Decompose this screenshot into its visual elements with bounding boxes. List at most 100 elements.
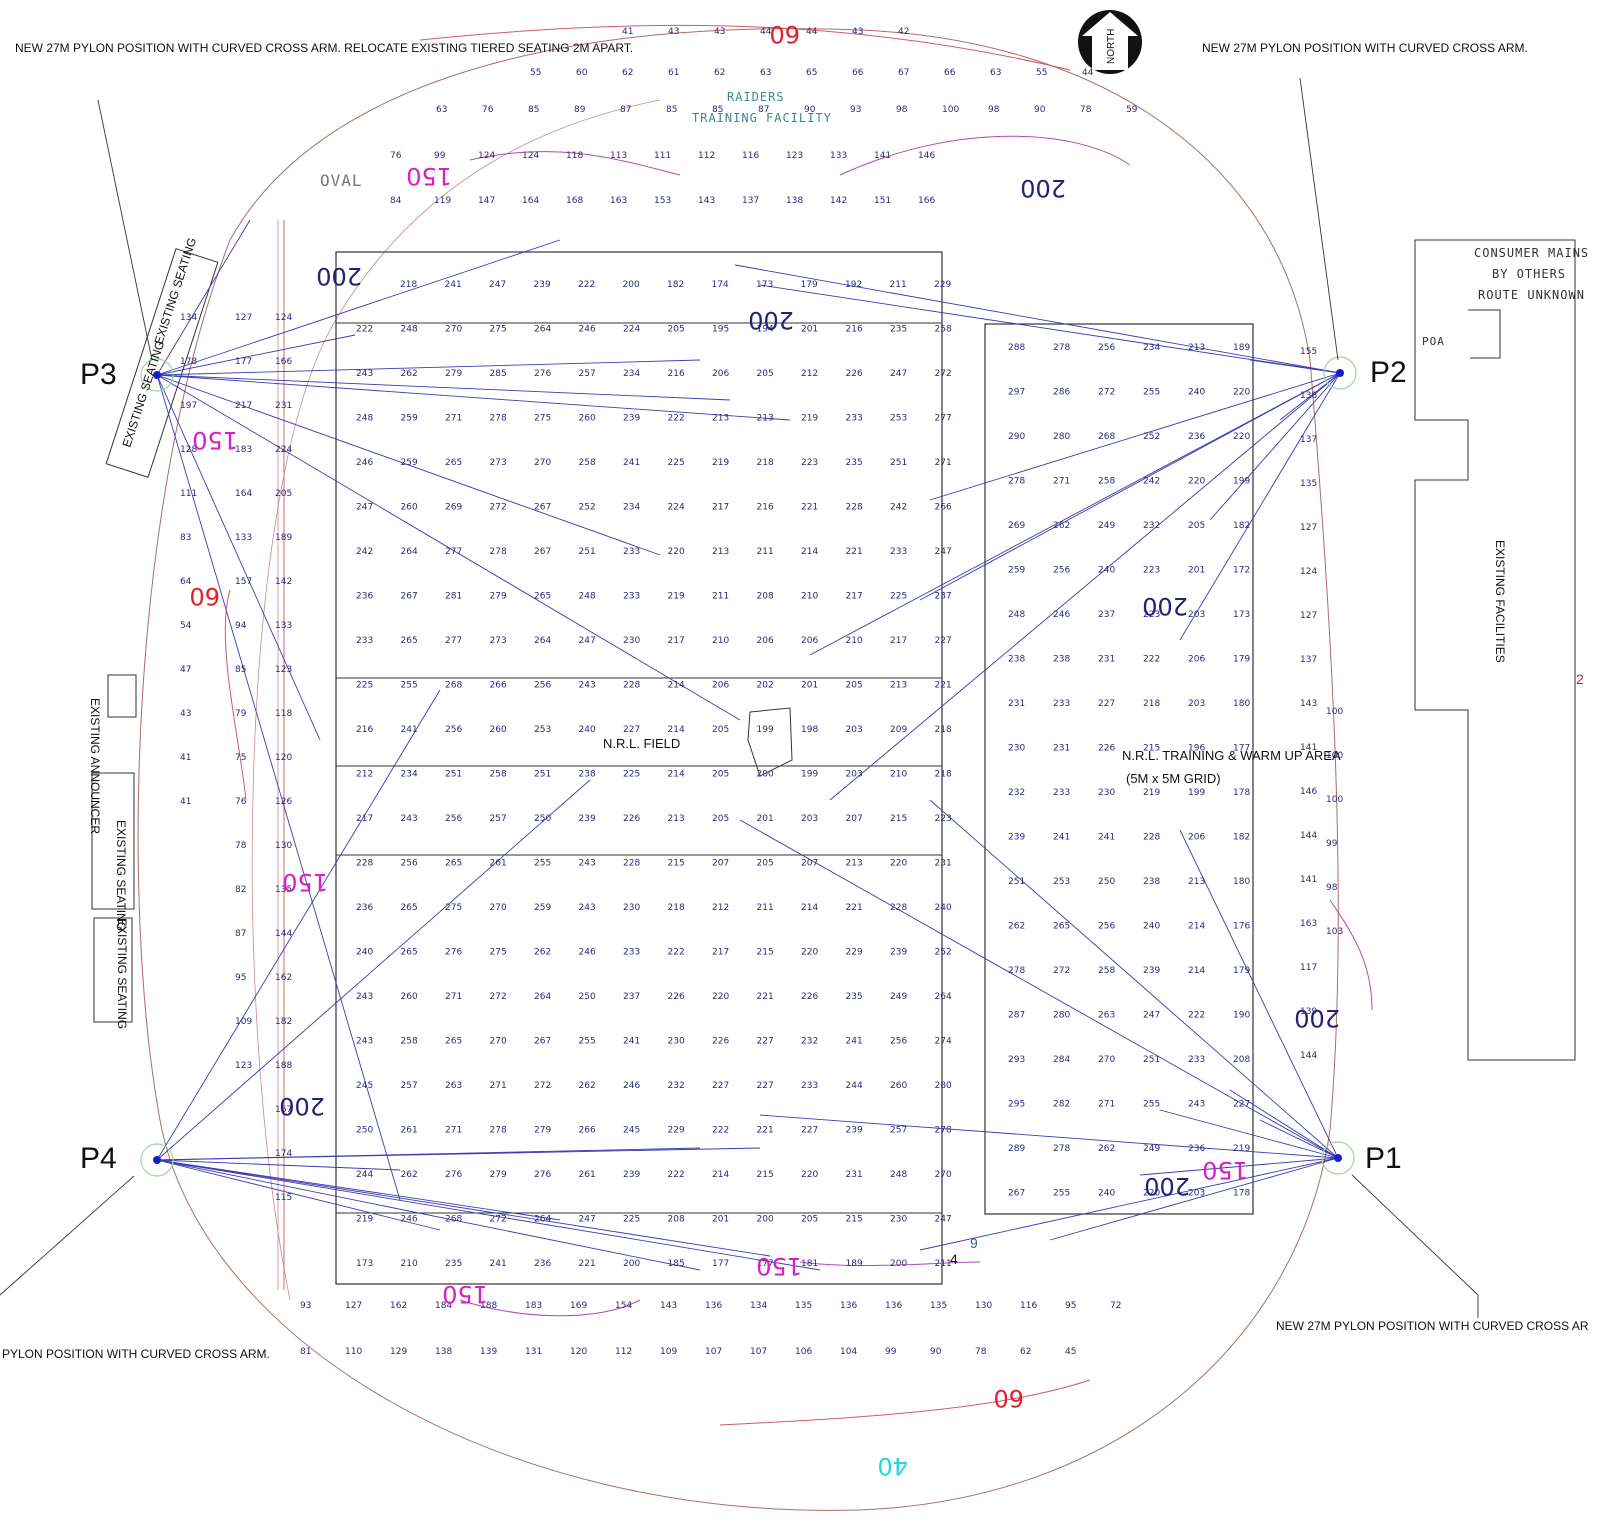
lux-reading-field: 205: [668, 325, 685, 335]
lux-reading-north: 55: [1036, 68, 1047, 78]
lux-reading-training: 182: [1233, 833, 1250, 843]
lux-reading-field: 260: [401, 503, 418, 513]
lux-reading-field: 233: [801, 1081, 818, 1091]
lux-reading-field: 279: [445, 369, 462, 379]
lux-reading-training: 253: [1053, 877, 1070, 887]
lux-reading-field: 232: [801, 1037, 818, 1047]
isolux-label: 150: [442, 1280, 488, 1308]
by-others-label: BY OTHERS: [1492, 267, 1566, 281]
lux-reading-field: 246: [401, 1215, 418, 1225]
lux-reading-field: 239: [579, 814, 596, 824]
lux-reading-training: 258: [1098, 477, 1115, 487]
lux-reading-west: 166: [275, 357, 292, 367]
lux-reading-field: 266: [490, 681, 507, 691]
lux-reading-field: 278: [490, 414, 507, 424]
lux-reading-field: 235: [890, 325, 907, 335]
lux-reading-field: 239: [623, 1170, 640, 1180]
lux-reading-west: 115: [275, 1193, 292, 1203]
lux-reading-field: 201: [757, 814, 774, 824]
lux-reading-west: 120: [275, 753, 292, 763]
lux-reading-training: 227: [1233, 1100, 1250, 1110]
lux-reading-west: 135: [275, 885, 292, 895]
lux-reading-field: 233: [890, 547, 907, 557]
lux-reading-field: 227: [757, 1081, 774, 1091]
lux-reading-west: 87: [235, 929, 246, 939]
lux-reading-west: 128: [180, 445, 197, 455]
lux-reading-training: 180: [1233, 877, 1250, 887]
lux-reading-field: 247: [489, 280, 506, 290]
lux-reading-field: 236: [356, 592, 373, 602]
aiming-line-p3: [156, 239, 561, 376]
aiming-line-p1: [739, 819, 1339, 1159]
lux-reading-field: 240: [356, 948, 373, 958]
lux-reading-training: 258: [1098, 966, 1115, 976]
lux-reading-field: 243: [579, 859, 596, 869]
aiming-line-p2: [1179, 372, 1341, 641]
lux-reading-field: 243: [579, 903, 596, 913]
lux-reading-field: 273: [490, 458, 507, 468]
lux-reading-west: 188: [275, 1061, 292, 1071]
lux-reading-training: 206: [1188, 833, 1205, 843]
lux-reading-field: 207: [846, 814, 863, 824]
lux-reading-field: 271: [490, 1081, 507, 1091]
lux-reading-training: 208: [1233, 1055, 1250, 1065]
lux-reading-field: 217: [356, 814, 373, 824]
lux-reading-field: 209: [890, 725, 907, 735]
aiming-line-p1: [1049, 1157, 1339, 1241]
lux-reading-field: 279: [490, 1170, 507, 1180]
lux-reading-north: 118: [566, 151, 583, 161]
lux-reading-field: 253: [890, 414, 907, 424]
aiming-line-p2: [734, 264, 1341, 374]
lux-reading-field: 248: [890, 1170, 907, 1180]
lux-reading-west: 224: [275, 445, 292, 455]
lux-reading-field: 222: [668, 1170, 685, 1180]
aiming-line-p3: [156, 374, 731, 401]
lux-reading-north: 138: [786, 196, 803, 206]
lux-reading-training: 293: [1008, 1055, 1025, 1065]
lux-reading-north: 84: [390, 196, 402, 206]
lux-reading-field: 247: [579, 636, 596, 646]
existing-seating-p3-label-2: EXISTING SEATING: [120, 339, 168, 449]
lux-reading-field: 267: [401, 592, 418, 602]
lux-reading-field: 213: [712, 547, 729, 557]
lux-reading-west: 231: [275, 401, 292, 411]
lux-reading-north: 99: [434, 151, 446, 161]
lux-reading-field: 262: [534, 948, 551, 958]
lux-reading-field: 246: [356, 458, 373, 468]
lux-reading-field: 264: [534, 1215, 551, 1225]
lux-reading-field: 251: [445, 770, 462, 780]
lux-reading-field: 276: [445, 948, 462, 958]
lux-reading-field: 260: [579, 414, 596, 424]
lux-reading-field: 272: [490, 992, 507, 1002]
lux-reading-field: 234: [623, 369, 640, 379]
lux-reading-field: 252: [935, 948, 952, 958]
lux-reading-field: 207: [801, 859, 818, 869]
lux-reading-training: 262: [1053, 521, 1070, 531]
lux-reading-west: 133: [235, 533, 252, 543]
lux-reading-training: 189: [1233, 343, 1250, 353]
lux-reading-field: 241: [846, 1037, 863, 1047]
isolux-label: 200: [279, 1092, 325, 1120]
lux-reading-field: 230: [890, 1215, 907, 1225]
lux-reading-north: 44: [806, 27, 818, 37]
lux-reading-east: 163: [1300, 919, 1317, 929]
lux-reading-east: 144: [1300, 831, 1317, 841]
lux-reading-field: 267: [534, 503, 551, 513]
lux-reading-field: 248: [401, 325, 418, 335]
lux-reading-field: 276: [534, 1170, 551, 1180]
lux-reading-training: 239: [1008, 833, 1025, 843]
lux-reading-training: 230: [1098, 788, 1115, 798]
lux-reading-field: 278: [490, 547, 507, 557]
lux-reading-field: 211: [890, 280, 907, 290]
lux-reading-field: 205: [801, 1215, 818, 1225]
aiming-line-p4: [156, 779, 591, 1161]
lux-reading-west: 85: [235, 665, 246, 675]
lux-reading-field: 179: [801, 280, 818, 290]
lux-reading-west: 134: [180, 313, 197, 323]
lux-reading-training: 262: [1008, 922, 1025, 932]
lux-reading-field: 247: [579, 1215, 596, 1225]
lux-reading-west: 124: [275, 313, 292, 323]
lux-reading-field: 220: [712, 992, 729, 1002]
lux-reading-field: 261: [490, 859, 507, 869]
training-area-label: N.R.L. TRAINING & WARM UP AREA: [1122, 748, 1341, 763]
